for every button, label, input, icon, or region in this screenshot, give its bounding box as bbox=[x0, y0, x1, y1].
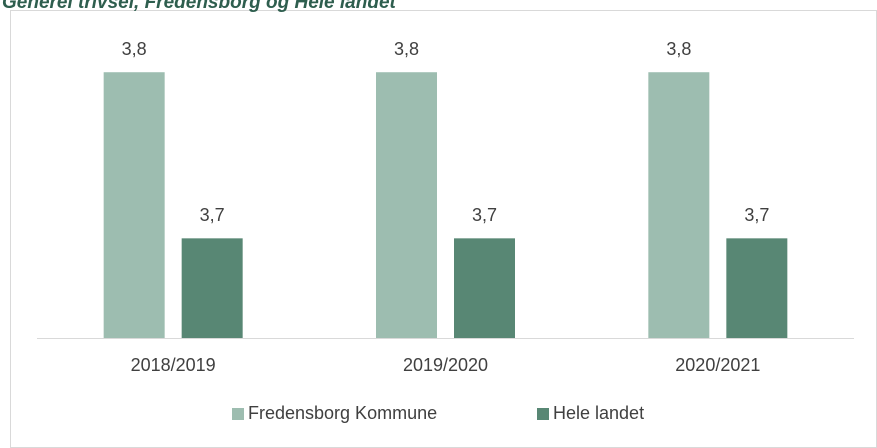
data-label: 3,7 bbox=[200, 205, 225, 225]
data-label: 3,7 bbox=[472, 205, 497, 225]
data-label: 3,8 bbox=[666, 39, 691, 59]
legend-swatch bbox=[232, 408, 244, 420]
data-label: 3,7 bbox=[744, 205, 769, 225]
legend-label: Hele landet bbox=[553, 403, 644, 423]
data-label: 3,8 bbox=[394, 39, 419, 59]
x-tick-label: 2019/2020 bbox=[403, 355, 488, 375]
bar bbox=[454, 238, 515, 338]
data-label: 3,8 bbox=[122, 39, 147, 59]
legend-label: Fredensborg Kommune bbox=[248, 403, 437, 423]
x-tick-label: 2018/2019 bbox=[131, 355, 216, 375]
x-tick-label: 2020/2021 bbox=[675, 355, 760, 375]
bar bbox=[376, 72, 437, 338]
bar bbox=[181, 238, 243, 338]
legend-swatch bbox=[537, 408, 549, 420]
bar bbox=[648, 72, 710, 338]
bar bbox=[103, 72, 165, 338]
bar bbox=[726, 238, 788, 338]
chart-title: Generel trivsel, Fredensborg og Hele lan… bbox=[2, 0, 397, 13]
